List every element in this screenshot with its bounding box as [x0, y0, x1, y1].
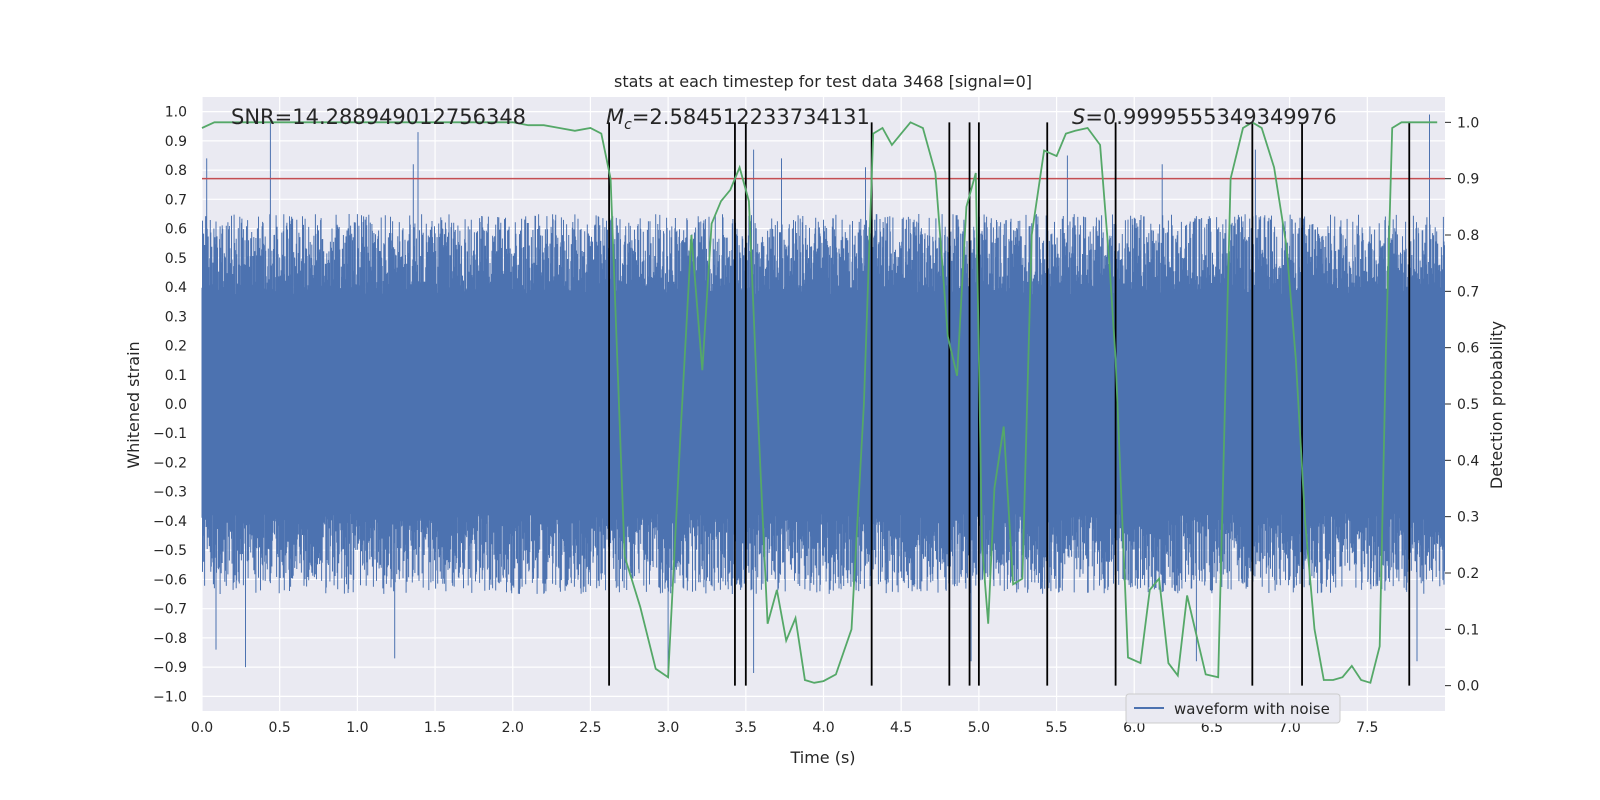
y-left-tick-label: 0.2 — [165, 339, 187, 355]
s-annotation: S=0.9999555349349976 — [1072, 105, 1337, 129]
y-left-axis-ticks: 1.0 0.9 0.8 0.7 0.6 0.5 0.4 0.3 0.2 0.1 0.0 −0.1 −0.… — [153, 105, 187, 706]
y-left-tick-label: −0.8 — [153, 631, 187, 647]
y-right-tick-label: 0.5 — [1457, 397, 1479, 413]
y-left-tick-label: 0.5 — [165, 251, 187, 267]
chirp-mass-annotation: Mc=2.584512233734131 — [606, 105, 870, 133]
y-left-tick-label: −0.7 — [153, 602, 187, 618]
y-right-tick-label: 0.6 — [1457, 341, 1479, 357]
chirp-mass-symbol: M — [606, 105, 624, 129]
x-tick-label: 7.0 — [1278, 720, 1300, 736]
y-right-tick-label: 0.7 — [1457, 284, 1479, 300]
y-right-tick-label: 0.1 — [1457, 622, 1479, 638]
x-tick-label: 0.0 — [191, 720, 213, 736]
y-right-tick-label: 0.8 — [1457, 228, 1479, 244]
legend: waveform with noise — [1125, 693, 1341, 724]
legend-label: waveform with noise — [1174, 700, 1330, 718]
y-left-tick-label: 0.4 — [165, 280, 187, 296]
x-tick-label: 4.5 — [890, 720, 912, 736]
x-tick-label: 7.5 — [1356, 720, 1378, 736]
y-left-tick-label: 0.0 — [165, 397, 187, 413]
s-symbol: S — [1072, 105, 1085, 129]
y-right-tick-label: 0.0 — [1457, 679, 1479, 695]
y-left-axis-label: Whitened strain — [124, 341, 143, 468]
x-tick-label: 4.0 — [812, 720, 834, 736]
y-left-tick-label: −0.1 — [153, 426, 187, 442]
y-left-tick-label: −0.2 — [153, 455, 187, 471]
x-tick-label: 6.5 — [1201, 720, 1223, 736]
y-left-tick-label: −0.4 — [153, 514, 187, 530]
y-right-tick-label: 0.4 — [1457, 453, 1479, 469]
y-left-tick-label: −0.3 — [153, 485, 187, 501]
x-tick-label: 3.0 — [657, 720, 679, 736]
s-value: =0.9999555349349976 — [1085, 105, 1336, 129]
x-tick-label: 3.5 — [735, 720, 757, 736]
x-axis-label: Time (s) — [789, 748, 855, 767]
x-tick-label: 5.0 — [968, 720, 990, 736]
x-tick-label: 2.5 — [579, 720, 601, 736]
y-right-tick-label: 0.9 — [1457, 172, 1479, 188]
y-right-tick-label: 0.2 — [1457, 566, 1479, 582]
y-left-tick-label: −1.0 — [153, 689, 187, 705]
chirp-mass-subscript: c — [624, 117, 632, 133]
y-right-tick-label: 0.3 — [1457, 510, 1479, 526]
y-left-tick-label: 0.8 — [165, 163, 187, 179]
snr-annotation: SNR=14.288949012756348 — [231, 105, 526, 129]
y-left-tick-label: 0.9 — [165, 134, 187, 150]
y-left-tick-label: 0.1 — [165, 368, 187, 384]
x-tick-label: 2.0 — [502, 720, 524, 736]
x-axis-ticks: 0.0 0.5 1.0 1.5 2.0 2.5 3.0 3.5 4.0 4.5 5.0 5.5 6.0 6… — [191, 720, 1379, 736]
x-tick-label: 6.0 — [1123, 720, 1145, 736]
y-left-tick-label: 0.3 — [165, 309, 187, 325]
y-left-tick-label: −0.5 — [153, 543, 187, 559]
y-right-axis-label: Detection probability — [1487, 321, 1506, 489]
y-left-tick-label: 1.0 — [165, 105, 187, 121]
y-right-axis-ticks: 1.0 0.9 0.8 0.7 0.6 0.5 0.4 0.3 0.2 0.1 0.0 — [1445, 115, 1479, 695]
y-left-tick-label: 0.7 — [165, 192, 187, 208]
chirp-mass-value: =2.584512233734131 — [632, 105, 870, 129]
x-tick-label: 1.5 — [424, 720, 446, 736]
detection-probability-line — [201, 121, 1438, 684]
x-tick-label: 1.0 — [346, 720, 368, 736]
y-left-tick-label: 0.6 — [165, 222, 187, 238]
x-tick-label: 0.5 — [269, 720, 291, 736]
x-tick-label: 5.5 — [1045, 720, 1067, 736]
y-left-tick-label: −0.6 — [153, 572, 187, 588]
y-left-tick-label: −0.9 — [153, 660, 187, 676]
legend-box — [1125, 693, 1341, 724]
chart-title: stats at each timestep for test data 346… — [614, 72, 1032, 91]
y-right-tick-label: 1.0 — [1457, 115, 1479, 131]
